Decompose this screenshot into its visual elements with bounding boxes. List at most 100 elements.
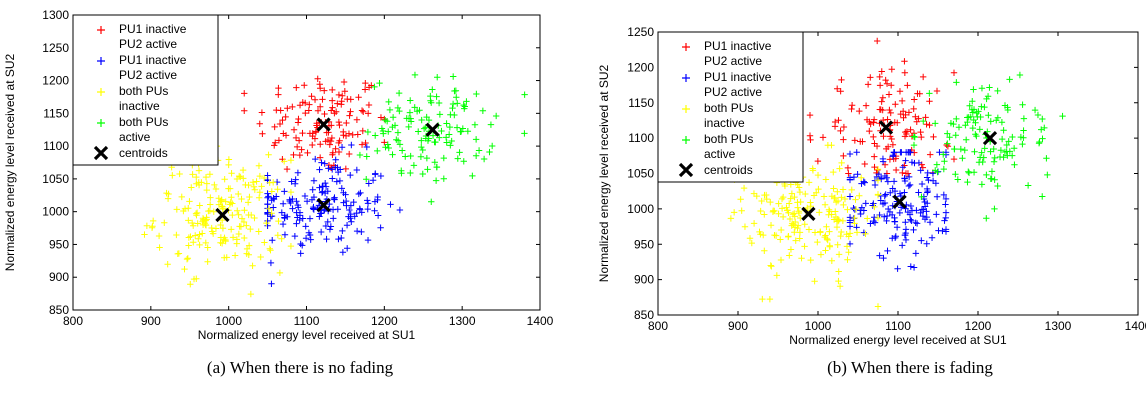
point-marker	[353, 116, 361, 123]
point-marker	[233, 175, 241, 183]
y-axis-label: Normalized energy level received at SU2	[3, 53, 17, 271]
point-marker	[469, 172, 476, 180]
point-marker	[880, 116, 887, 124]
data-points	[141, 71, 528, 298]
point-marker	[304, 149, 311, 157]
point-marker	[475, 147, 483, 154]
point-marker	[429, 132, 437, 139]
point-marker	[318, 189, 326, 196]
point-marker	[275, 217, 282, 225]
point-marker	[313, 122, 320, 129]
point-marker	[843, 243, 851, 250]
y-tick-label: 1200	[42, 74, 69, 88]
point-marker	[988, 168, 996, 175]
point-marker	[814, 238, 821, 246]
point-marker	[291, 180, 299, 187]
x-tick-label: 1100	[885, 319, 911, 333]
point-marker	[756, 228, 763, 236]
point-marker	[832, 208, 839, 215]
point-marker	[878, 68, 885, 75]
point-marker	[363, 143, 370, 151]
point-marker	[480, 155, 488, 163]
point-marker	[249, 262, 256, 269]
point-marker	[940, 191, 948, 199]
point-marker	[336, 177, 344, 185]
point-marker	[911, 133, 918, 141]
point-marker	[856, 192, 863, 199]
point-marker	[195, 235, 202, 242]
legend-marker	[97, 119, 105, 127]
point-marker	[880, 133, 887, 140]
point-marker	[235, 230, 243, 238]
point-marker	[487, 121, 495, 128]
point-marker	[757, 207, 764, 215]
centroid-x-marker	[982, 130, 998, 146]
point-marker	[1005, 138, 1012, 145]
point-marker	[879, 155, 887, 163]
point-marker	[785, 200, 793, 207]
point-marker	[233, 236, 241, 243]
point-marker	[202, 173, 210, 181]
legend-label: active	[704, 147, 736, 161]
point-marker	[921, 198, 928, 206]
point-marker	[768, 263, 775, 270]
point-marker	[521, 130, 528, 137]
point-marker	[1010, 145, 1018, 152]
point-marker	[889, 152, 897, 159]
point-marker	[896, 88, 904, 95]
point-marker	[902, 157, 909, 164]
point-marker	[454, 155, 461, 162]
point-marker	[364, 197, 371, 204]
point-marker	[815, 185, 822, 193]
point-marker	[766, 295, 774, 303]
point-marker	[871, 153, 878, 160]
point-marker	[964, 118, 971, 126]
point-marker	[906, 211, 914, 218]
point-marker	[908, 217, 915, 225]
point-marker	[967, 113, 974, 120]
point-marker	[274, 232, 282, 239]
point-marker	[277, 107, 284, 114]
point-marker	[343, 202, 350, 209]
point-marker	[447, 142, 454, 149]
point-marker	[204, 244, 211, 251]
point-marker	[242, 181, 249, 189]
point-marker	[878, 98, 885, 105]
point-marker	[464, 128, 472, 135]
point-marker	[952, 171, 959, 178]
point-marker	[874, 166, 881, 174]
point-marker	[305, 229, 313, 237]
point-marker	[165, 190, 172, 198]
point-marker	[381, 139, 388, 146]
point-marker	[267, 247, 274, 254]
point-marker	[307, 236, 314, 243]
point-marker	[950, 69, 958, 76]
point-marker	[396, 206, 404, 214]
point-marker	[836, 165, 843, 172]
point-marker	[331, 194, 338, 201]
point-marker	[844, 164, 852, 172]
point-marker	[885, 91, 893, 98]
point-marker	[492, 112, 500, 120]
point-marker	[436, 111, 444, 118]
point-marker	[822, 232, 829, 239]
point-marker	[918, 237, 925, 244]
point-marker	[217, 239, 224, 246]
point-marker	[911, 159, 918, 167]
point-marker	[347, 171, 354, 179]
centroid-x-marker	[215, 207, 230, 223]
point-marker	[316, 184, 323, 191]
point-marker	[796, 229, 804, 236]
point-marker	[925, 176, 932, 184]
point-marker	[851, 137, 859, 144]
point-marker	[811, 277, 818, 285]
point-marker	[314, 107, 322, 114]
point-marker	[347, 96, 354, 103]
point-marker	[871, 214, 878, 221]
point-marker	[773, 272, 781, 279]
point-marker	[885, 205, 892, 213]
point-marker	[348, 218, 355, 225]
point-marker	[295, 204, 302, 211]
legend-label: PU1 inactive	[704, 39, 772, 53]
point-marker	[143, 222, 151, 229]
